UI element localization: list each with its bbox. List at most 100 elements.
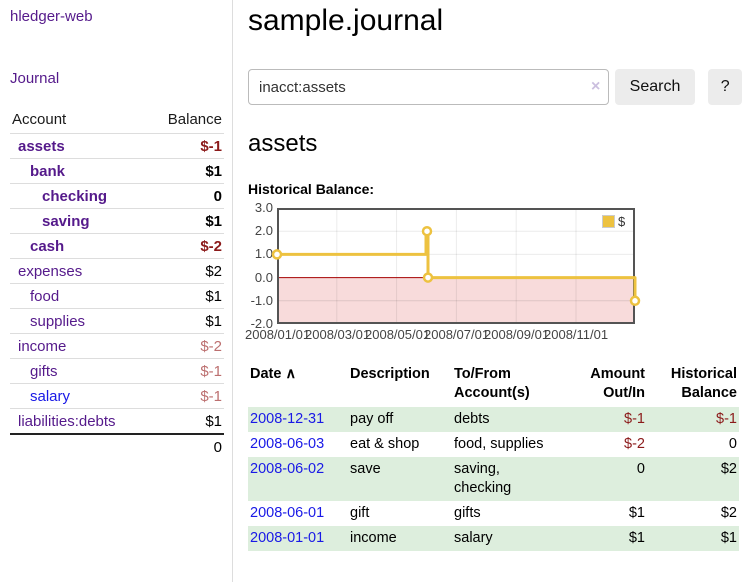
account-balance: $1 bbox=[205, 162, 222, 180]
balance-header-line1: Historical bbox=[670, 366, 737, 382]
account-balance: $-1 bbox=[200, 362, 222, 380]
account-link-cash[interactable]: cash bbox=[30, 237, 65, 255]
account-row: gifts $-1 bbox=[10, 358, 224, 383]
account-row: cash $-2 bbox=[10, 233, 224, 258]
account-link-bank[interactable]: bank bbox=[30, 162, 66, 180]
chart-legend: $ bbox=[600, 213, 628, 230]
clear-search-icon[interactable]: × bbox=[591, 78, 601, 95]
balance-column-header: Balance bbox=[167, 111, 222, 128]
transaction-description: income bbox=[350, 530, 397, 546]
y-tick: 3.0 bbox=[254, 200, 273, 215]
transaction-description: save bbox=[350, 461, 381, 477]
amount-header-line1: Amount bbox=[590, 366, 645, 382]
transaction-balance: $2 bbox=[720, 505, 737, 521]
account-link-supplies[interactable]: supplies bbox=[30, 312, 86, 330]
sort-ascending-icon: ∧ bbox=[285, 366, 297, 382]
account-row: saving $1 bbox=[10, 208, 224, 233]
register-header-row: Date ∧ Description To/From Account(s) Amo… bbox=[248, 363, 739, 407]
transaction-amount: $-2 bbox=[624, 436, 645, 452]
account-link-income[interactable]: income bbox=[18, 337, 67, 355]
register-row: 2008-06-01 gift gifts $1 $2 bbox=[248, 501, 739, 526]
page-title: sample.journal bbox=[248, 4, 444, 37]
account-balance: $-1 bbox=[200, 387, 222, 405]
transaction-balance: $-1 bbox=[716, 411, 737, 427]
transaction-date-link[interactable]: 2008-06-02 bbox=[250, 461, 325, 477]
balance-header-line2: Balance bbox=[681, 385, 737, 401]
description-column-header: Description bbox=[350, 366, 430, 382]
y-tick: -2.0 bbox=[250, 316, 273, 331]
account-link-liabilities-debts[interactable]: liabilities:debts bbox=[18, 412, 116, 430]
transaction-amount: 0 bbox=[636, 461, 645, 477]
account-row: checking 0 bbox=[10, 183, 224, 208]
account-balance: $1 bbox=[205, 287, 222, 305]
transaction-amount: $1 bbox=[628, 530, 645, 546]
account-balance: $1 bbox=[205, 212, 222, 230]
x-tick: 2008/09/01 bbox=[484, 327, 550, 342]
tofrom-header-line2: Account(s) bbox=[454, 385, 530, 401]
account-balance: 0 bbox=[213, 187, 222, 205]
transaction-balance: $1 bbox=[720, 530, 737, 546]
transaction-balance: $2 bbox=[720, 461, 737, 477]
account-link-food[interactable]: food bbox=[30, 287, 60, 305]
account-balance: $-2 bbox=[200, 237, 222, 255]
y-tick: 1.0 bbox=[254, 246, 273, 261]
accounts-table-header: Account Balance bbox=[10, 108, 224, 133]
account-row: income $-2 bbox=[10, 333, 224, 358]
plot-area bbox=[271, 208, 641, 324]
search-input[interactable] bbox=[248, 69, 609, 105]
x-tick: 2008/03/01 bbox=[305, 327, 371, 342]
historical-balance-chart: 3.0 2.0 1.0 0.0 -1.0 -2.0 bbox=[245, 200, 678, 346]
account-link-saving[interactable]: saving bbox=[42, 212, 90, 230]
account-heading: assets bbox=[248, 130, 318, 157]
date-column-header: Date ∧ bbox=[248, 363, 348, 407]
account-link-assets[interactable]: assets bbox=[18, 137, 65, 155]
account-link-gifts[interactable]: gifts bbox=[30, 362, 58, 380]
transaction-date-link[interactable]: 2008-06-03 bbox=[250, 436, 325, 452]
search-bar: × Search ? bbox=[248, 69, 742, 105]
account-column-header: Account bbox=[12, 111, 67, 128]
sidebar-item-journal[interactable]: Journal bbox=[10, 70, 60, 87]
account-link-expenses[interactable]: expenses bbox=[18, 262, 83, 280]
transaction-date-link[interactable]: 2008-01-01 bbox=[250, 530, 325, 546]
transaction-date-link[interactable]: 2008-06-01 bbox=[250, 505, 325, 521]
account-balance: $2 bbox=[205, 262, 222, 280]
register-row: 2008-12-31 pay off debts $-1 $-1 bbox=[248, 407, 739, 432]
x-tick: 2008/01/01 bbox=[245, 327, 311, 342]
transaction-description: gift bbox=[350, 505, 370, 521]
tofrom-header-line1: To/From bbox=[454, 366, 511, 382]
account-link-salary[interactable]: salary bbox=[30, 387, 71, 405]
account-balance: $-1 bbox=[200, 137, 222, 155]
transaction-accounts: debts bbox=[454, 411, 490, 427]
app-brand-link[interactable]: hledger-web bbox=[10, 8, 93, 25]
account-row: food $1 bbox=[10, 283, 224, 308]
balance-column-header: Historical Balance bbox=[647, 363, 739, 407]
transaction-accounts: salary bbox=[454, 530, 493, 546]
account-balance: $1 bbox=[205, 412, 222, 430]
x-tick: 2008/05/01 bbox=[365, 327, 431, 342]
register-row: 2008-06-03 eat & shop food, supplies $-2… bbox=[248, 432, 739, 457]
amount-column-header: Amount Out/In bbox=[562, 363, 647, 407]
transaction-description: pay off bbox=[350, 411, 394, 427]
tofrom-column-header: To/From Account(s) bbox=[452, 363, 562, 407]
transaction-accounts: food, supplies bbox=[454, 436, 544, 452]
transaction-date-link[interactable]: 2008-12-31 bbox=[250, 411, 325, 427]
x-tick: 2008/07/01 bbox=[424, 327, 490, 342]
amount-header-line2: Out/In bbox=[603, 385, 645, 401]
register-row: 2008-01-01 income salary $1 $1 bbox=[248, 526, 739, 551]
chart-title: Historical Balance: bbox=[248, 181, 375, 197]
help-button[interactable]: ? bbox=[708, 69, 742, 105]
transaction-accounts: saving, checking bbox=[454, 461, 512, 496]
transaction-description: eat & shop bbox=[350, 436, 420, 452]
account-row: bank $1 bbox=[10, 158, 224, 183]
register-row: 2008-06-02 save saving, checking 0 $2 bbox=[248, 457, 739, 501]
y-tick: 2.0 bbox=[254, 223, 273, 238]
main-content: sample.journal × Search ? assets Histori… bbox=[245, 0, 742, 551]
search-button[interactable]: Search bbox=[614, 69, 696, 105]
transaction-accounts: gifts bbox=[454, 505, 481, 521]
account-link-checking[interactable]: checking bbox=[42, 187, 108, 205]
date-header-label: Date bbox=[250, 366, 282, 382]
y-tick: 0.0 bbox=[254, 270, 273, 285]
account-balance: $-2 bbox=[200, 337, 222, 355]
legend-swatch-icon bbox=[602, 215, 615, 228]
account-row: liabilities:debts $1 bbox=[10, 408, 224, 433]
